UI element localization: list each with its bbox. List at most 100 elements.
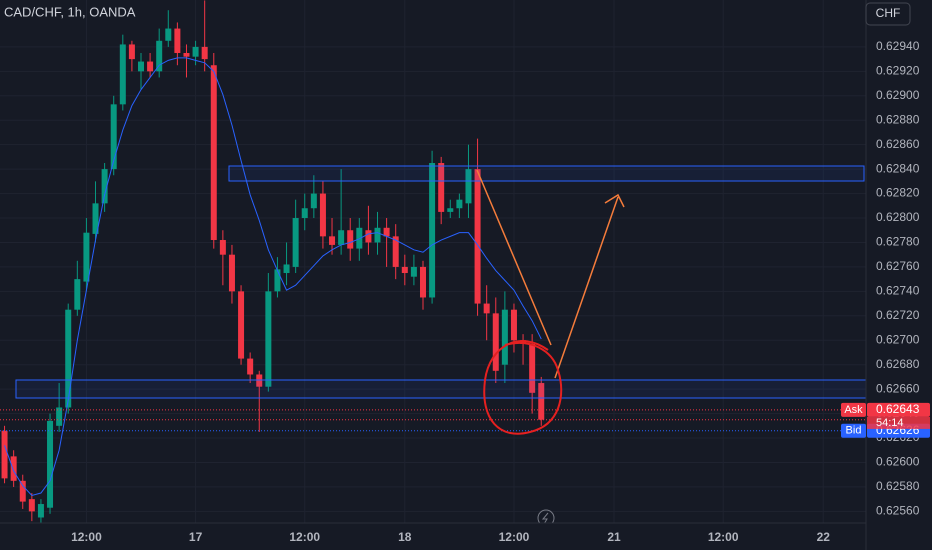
candle-body: [338, 230, 345, 245]
candle-body: [501, 309, 508, 365]
candle-body: [419, 266, 426, 298]
y-tick-label: 0.62920: [876, 64, 920, 78]
candle-body: [347, 230, 354, 249]
candle-body: [156, 40, 163, 72]
candle-body: [119, 44, 126, 105]
y-tick-label: 0.62580: [876, 479, 920, 493]
trend-arrow-down: [476, 169, 552, 346]
y-tick-label: 0.62680: [876, 357, 920, 371]
candle-body: [329, 236, 336, 245]
candle-body: [101, 169, 108, 204]
support-zone: [15, 379, 867, 399]
candle-body: [37, 504, 44, 518]
candle-body: [238, 291, 245, 359]
candle-body: [292, 218, 299, 267]
ask-tag-label: Ask: [844, 404, 863, 416]
candle-body: [301, 208, 308, 219]
arrow-head: [604, 193, 625, 208]
bid-tag: [841, 423, 866, 438]
candle-body: [56, 407, 63, 426]
highlight-circle: [483, 340, 563, 435]
y-tick-label: 0.62700: [876, 332, 920, 346]
candle-body: [165, 28, 172, 41]
annotations: [15, 165, 867, 527]
ask-tag: [841, 402, 866, 417]
candle-body: [319, 193, 326, 237]
currency-button[interactable]: [865, 2, 911, 26]
chart-title: CAD/CHF, 1h, OANDA: [4, 4, 136, 19]
y-tick-label: 0.62900: [876, 88, 920, 102]
candle-body: [492, 313, 499, 371]
x-tick-label: 12:00: [289, 530, 320, 544]
y-tick-label: 0.62780: [876, 235, 920, 249]
x-tick-label: 22: [817, 530, 831, 544]
candle-body: [110, 104, 117, 170]
y-tick-label: 0.62880: [876, 112, 920, 126]
candle-body: [310, 193, 317, 209]
y-tick-label: 0.62840: [876, 161, 920, 175]
candle-body: [147, 61, 154, 72]
candle-body: [247, 358, 254, 375]
candle-body: [529, 343, 536, 393]
currency-label[interactable]: CHF: [876, 6, 901, 20]
candle-body: [74, 279, 81, 310]
x-tick-label: 21: [607, 530, 621, 544]
candle-body: [192, 46, 199, 57]
x-tick-label: 12:00: [71, 530, 102, 544]
candle-body: [19, 480, 26, 502]
candle-body: [92, 203, 99, 234]
candle-body: [374, 227, 381, 243]
candle-body: [219, 240, 226, 255]
candle-body: [510, 309, 517, 341]
moving-average: [4, 57, 542, 497]
countdown-box: [867, 416, 930, 429]
candle-body: [10, 456, 17, 481]
x-tick-label: 18: [398, 530, 412, 544]
candle-body: [356, 227, 363, 249]
candle-body: [401, 266, 408, 274]
y-tick-label: 0.62560: [876, 504, 920, 518]
candle-body: [183, 53, 190, 57]
candle-body: [201, 46, 208, 60]
trend-arrow-up: [554, 196, 619, 379]
time-axis: [0, 523, 866, 550]
candle-body: [283, 264, 290, 274]
x-tick-label: 17: [189, 530, 203, 544]
candle-body: [447, 208, 454, 212]
candle-body: [474, 169, 481, 304]
y-tick-label: 0.62600: [876, 455, 920, 469]
y-tick-label: 0.62740: [876, 284, 920, 298]
candle-body: [392, 236, 399, 267]
plot: [0, 0, 866, 527]
y-tick-label: 0.62940: [876, 39, 920, 53]
y-tick-label: 0.62860: [876, 137, 920, 151]
candle-body: [47, 420, 54, 508]
ask-price-box: [867, 402, 930, 417]
candle-body: [65, 309, 72, 408]
candle-body: [210, 65, 217, 241]
candle-body: [365, 230, 372, 243]
candle-body: [429, 163, 436, 298]
candle-body: [256, 374, 263, 387]
price-axis: [866, 0, 932, 550]
resistance-zone: [228, 165, 865, 182]
ask-price: 0.62643: [876, 402, 920, 416]
candle-body: [128, 44, 135, 60]
candle-body: [438, 163, 445, 212]
candle-body: [483, 303, 490, 314]
y-tick-label: 0.62760: [876, 259, 920, 273]
y-tick-label: 0.62800: [876, 210, 920, 224]
candle-body: [538, 383, 545, 420]
countdown: 54:14: [876, 417, 904, 429]
y-tick-label: 0.62720: [876, 308, 920, 322]
candle-body: [274, 269, 281, 292]
candle-body: [456, 199, 463, 209]
candle-body: [28, 499, 35, 512]
candle-body: [1, 430, 8, 479]
candle-body: [465, 169, 472, 204]
candle-body: [265, 291, 272, 387]
